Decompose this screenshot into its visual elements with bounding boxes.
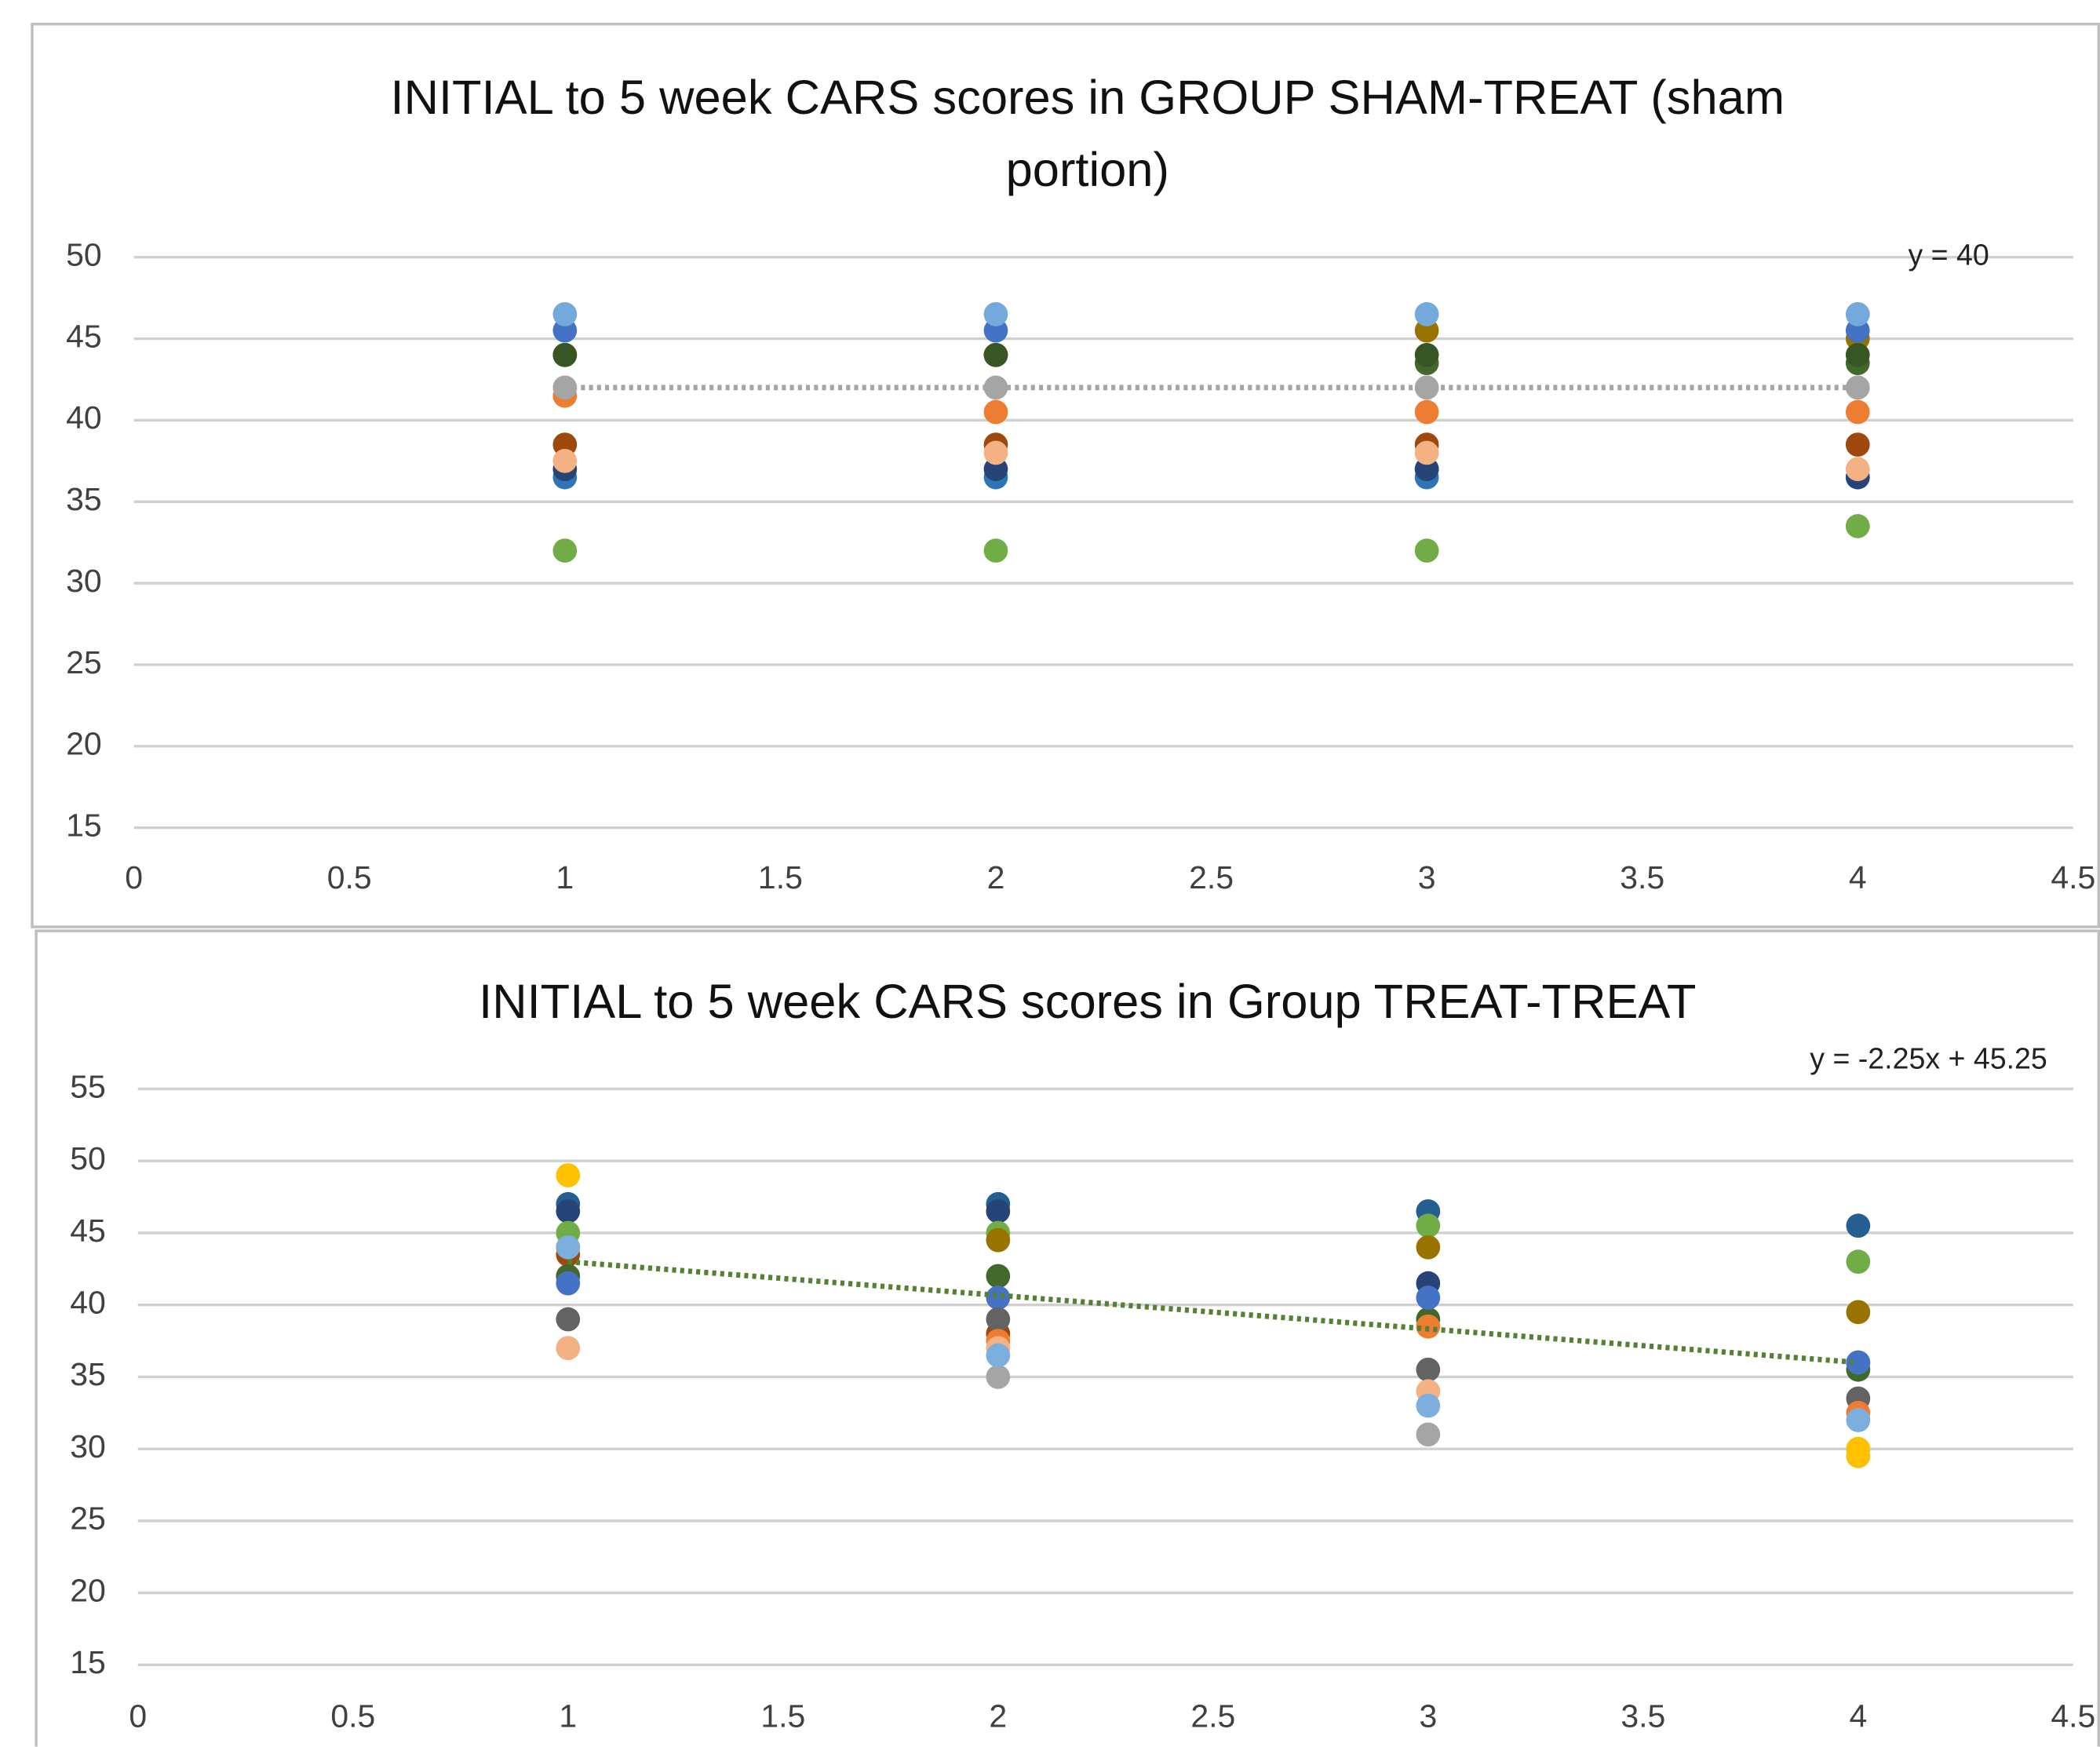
x-tick-label: 1.5 [760,1698,805,1734]
y-tick-label: 25 [66,644,102,680]
data-point [986,1264,1011,1289]
x-tick-label: 0.5 [327,859,372,895]
data-point [986,1199,1011,1224]
x-tick-label: 2.5 [1189,859,1234,895]
data-point [552,302,578,326]
data-point [1846,1350,1871,1375]
data-point [983,342,1008,367]
data-point [1414,538,1439,563]
y-tick-label: 45 [66,318,102,354]
data-point [1845,302,1870,326]
data-point [556,1307,581,1332]
data-point [1845,514,1870,538]
y-tick-label: 50 [70,1140,106,1176]
y-tick-label: 25 [70,1501,106,1537]
x-tick-label: 2 [987,859,1005,895]
data-point [986,1286,1011,1310]
data-point [986,1365,1011,1389]
data-point [556,1235,581,1260]
x-tick-label: 0 [129,1698,147,1734]
y-tick-label: 30 [66,563,102,599]
x-tick-label: 0 [125,859,143,895]
x-tick-label: 1 [556,859,574,895]
chart-title: INITIAL to 5 week CARS scores in GROUP S… [390,69,1785,197]
data-point [1845,432,1870,457]
y-tick-label: 40 [70,1284,106,1320]
data-point [556,1199,581,1224]
x-tick-label: 1.5 [758,859,803,895]
x-tick-label: 0.5 [330,1698,375,1734]
chart-frame [35,929,2100,1747]
data-point [986,1307,1011,1332]
data-point [556,1163,581,1187]
data-point [983,538,1008,563]
data-point [1845,457,1870,482]
data-point [986,1227,1011,1253]
y-tick-label: 15 [66,808,102,844]
data-point [1414,440,1439,465]
data-point [1846,1408,1871,1432]
y-tick-label: 55 [70,1068,106,1104]
data-point [1416,1286,1441,1310]
x-tick-label: 3.5 [1620,859,1664,895]
data-point [1416,1235,1441,1260]
chart-title: INITIAL to 5 week CARS scores in Group T… [479,973,1697,1029]
data-point [1416,1357,1441,1382]
y-tick-label: 40 [66,399,102,436]
trendline-equation: y = -2.25x + 45.25 [1810,1042,2047,1075]
x-tick-label: 2.5 [1190,1698,1235,1734]
data-point [1846,1436,1871,1461]
y-tick-label: 35 [66,481,102,517]
data-point [1846,1249,1871,1275]
x-tick-label: 1 [559,1698,577,1734]
data-point [552,342,578,367]
data-point [1416,1422,1441,1447]
y-tick-label: 30 [70,1428,106,1464]
data-point [1845,399,1870,425]
x-tick-label: 4.5 [2051,859,2095,895]
trendline-equation: y = 40 [1908,239,1989,272]
data-point [983,440,1008,465]
data-point [556,1336,581,1361]
y-tick-label: 20 [70,1572,106,1608]
data-point [1846,1213,1871,1238]
data-point [1845,342,1870,367]
x-tick-label: 4 [1849,1698,1867,1734]
data-point [1845,375,1870,400]
x-tick-label: 4 [1849,859,1867,895]
data-point [1414,342,1439,367]
y-tick-label: 35 [70,1356,106,1392]
data-point [1414,302,1439,326]
data-point [552,448,578,473]
data-point [983,375,1008,400]
x-tick-label: 3.5 [1621,1698,1665,1734]
y-tick-label: 15 [70,1644,106,1680]
data-point [1846,1300,1871,1325]
y-tick-label: 50 [66,236,102,272]
data-point [1416,1393,1441,1418]
x-tick-label: 3 [1419,1698,1437,1734]
data-point [983,302,1008,326]
data-point [1414,399,1439,425]
x-tick-label: 2 [989,1698,1007,1734]
y-tick-label: 20 [66,726,102,762]
x-tick-label: 3 [1418,859,1436,895]
data-point [1416,1213,1441,1238]
x-tick-label: 4.5 [2051,1698,2095,1734]
trendline [567,1259,1859,1366]
data-point [983,399,1008,425]
chart-frame [31,23,2100,928]
data-point [986,1343,1011,1368]
y-tick-label: 45 [70,1213,106,1249]
data-point [556,1271,581,1296]
data-point [552,538,578,563]
